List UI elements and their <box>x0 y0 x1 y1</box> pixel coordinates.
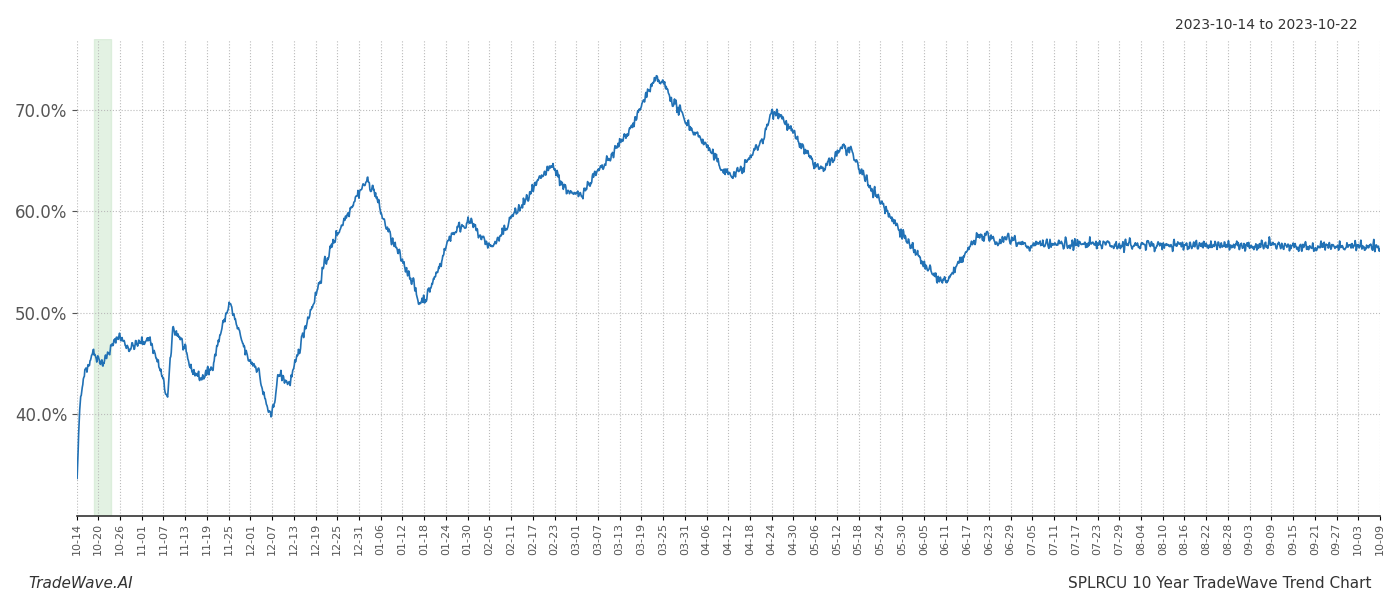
Bar <box>94 39 111 515</box>
Text: TradeWave.AI: TradeWave.AI <box>28 576 133 591</box>
Text: 2023-10-14 to 2023-10-22: 2023-10-14 to 2023-10-22 <box>1176 18 1358 32</box>
Text: SPLRCU 10 Year TradeWave Trend Chart: SPLRCU 10 Year TradeWave Trend Chart <box>1068 576 1372 591</box>
